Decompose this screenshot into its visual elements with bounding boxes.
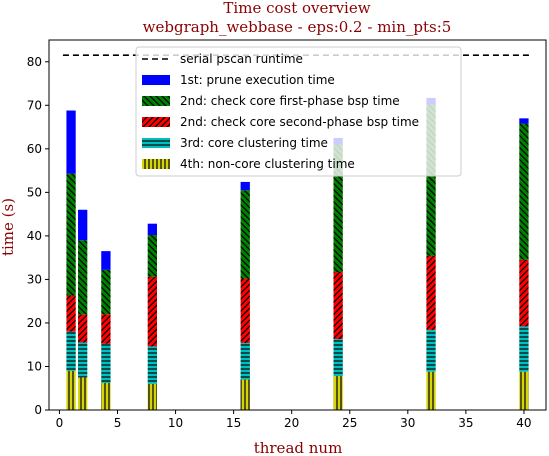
- bar-segment-t2-s4: [78, 209, 88, 241]
- legend-swatch-4: [142, 138, 170, 148]
- bar-segment-t40-s4: [519, 118, 529, 124]
- legend-swatch-3: [142, 117, 170, 127]
- bar-segment-t8-s4: [147, 223, 157, 236]
- y-tick-label-10: 10: [27, 359, 42, 373]
- legend-label-5: 4th: non-core clustering time: [180, 157, 355, 171]
- bar-segment-t2-s3: [78, 240, 88, 315]
- bar-segment-t40-s1: [519, 326, 529, 372]
- bar-segment-t24-s0: [333, 376, 343, 410]
- x-tick-label-35: 35: [458, 416, 473, 430]
- bar-segment-t32-s3: [426, 104, 436, 256]
- bar-segment-t4-s0: [101, 383, 111, 410]
- bar-segment-t8-s0: [147, 383, 157, 410]
- legend-box: [135, 46, 462, 177]
- y-tick-label-60: 60: [27, 142, 42, 156]
- bar-segment-t2-s0: [78, 377, 88, 410]
- x-axis-label: thread num: [254, 439, 343, 456]
- legend-label-1: 1st: prune execution time: [180, 73, 335, 87]
- bar-segment-t8-s1: [147, 346, 157, 384]
- x-tick-label-40: 40: [516, 416, 531, 430]
- bar-segment-t32-s2: [426, 255, 436, 330]
- x-tick-label-0: 0: [56, 416, 64, 430]
- bar-segment-t1-s4: [66, 110, 76, 174]
- y-tick-label-0: 0: [34, 403, 42, 417]
- bar-segment-t32-s1: [426, 329, 436, 372]
- bar-segment-t16-s1: [240, 342, 250, 380]
- y-tick-label-30: 30: [27, 272, 42, 286]
- chart-title: Time cost overview: [223, 0, 370, 17]
- y-tick-label-50: 50: [27, 185, 42, 199]
- bar-segment-t16-s0: [240, 379, 250, 410]
- x-ticks: 0 5 10 15 20 25 30 35 40: [56, 410, 532, 430]
- bar-segment-t40-s3: [519, 123, 529, 260]
- bar-segment-t1-s2: [66, 295, 76, 332]
- bar-segment-t4-s3: [101, 269, 111, 315]
- bar-segment-t2-s2: [78, 314, 88, 343]
- bar-segment-t4-s2: [101, 314, 111, 344]
- bar-segment-t24-s2: [333, 272, 343, 340]
- bar-segment-t24-s3: [333, 144, 343, 273]
- legend: serial pscan runtime 1st: prune execution…: [135, 46, 462, 177]
- x-tick-label-25: 25: [342, 416, 357, 430]
- bar-segment-t8-s3: [147, 235, 157, 277]
- x-tick-label-30: 30: [400, 416, 415, 430]
- bar-segment-t24-s1: [333, 339, 343, 377]
- bar-segment-t16-s2: [240, 278, 250, 343]
- plot-frame: [48, 39, 547, 411]
- bar-segment-t16-s4: [240, 181, 250, 191]
- y-ticks: 0 10 20 30 40 50 60 70 80: [27, 55, 49, 417]
- x-tick-label-15: 15: [226, 416, 241, 430]
- legend-label-2: 2nd: check core first-phase bsp time: [180, 94, 400, 108]
- y-tick-label-70: 70: [27, 98, 42, 112]
- y-tick-label-20: 20: [27, 316, 42, 330]
- bar-segment-t4-s4: [101, 251, 111, 270]
- bar-segment-t1-s1: [66, 331, 76, 371]
- legend-label-4: 3rd: core clustering time: [180, 136, 328, 150]
- bar-segment-t32-s0: [426, 371, 436, 410]
- bar-segment-t40-s2: [519, 259, 529, 327]
- chart-subtitle: webgraph_webbase - eps:0.2 - min_pts:5: [143, 18, 452, 36]
- bars-group: [66, 97, 529, 410]
- y-axis-label: time (s): [0, 198, 17, 256]
- y-tick-label-40: 40: [27, 229, 42, 243]
- legend-swatch-1: [142, 75, 170, 85]
- bar-segment-t16-s3: [240, 190, 250, 279]
- legend-swatch-2: [142, 96, 170, 106]
- axes-group: [48, 39, 547, 411]
- bar-segment-t40-s0: [519, 371, 529, 410]
- x-tick-label-10: 10: [168, 416, 183, 430]
- bar-segment-t8-s2: [147, 276, 157, 347]
- legend-label-0: serial pscan runtime: [180, 52, 303, 66]
- legend-label-3: 2nd: check core second-phase bsp time: [180, 115, 419, 129]
- y-tick-label-80: 80: [27, 55, 42, 69]
- bar-segment-t1-s0: [66, 370, 76, 410]
- bar-segment-t1-s3: [66, 173, 76, 296]
- legend-swatch-5: [142, 159, 170, 169]
- bar-segment-t4-s1: [101, 343, 111, 384]
- x-tick-label-5: 5: [114, 416, 122, 430]
- x-tick-label-20: 20: [284, 416, 299, 430]
- bar-segment-t2-s1: [78, 342, 88, 378]
